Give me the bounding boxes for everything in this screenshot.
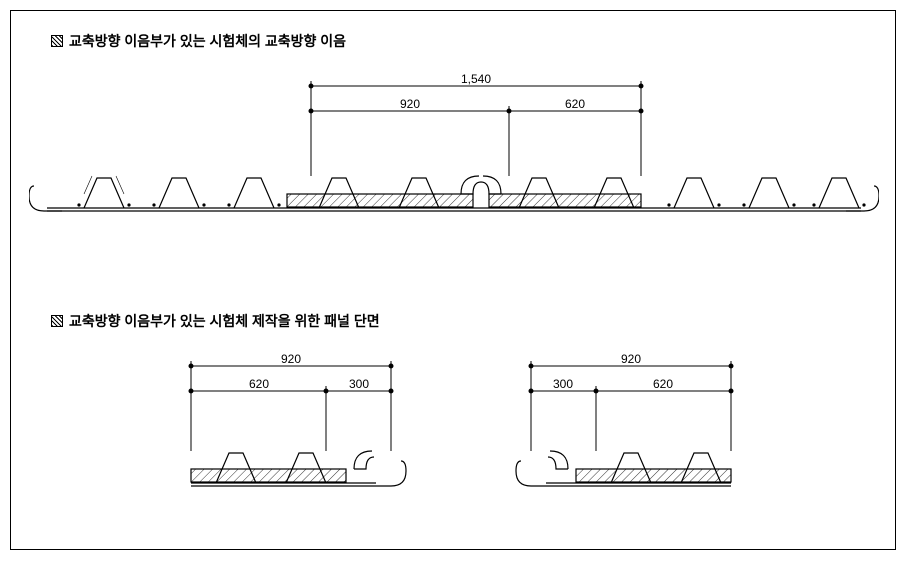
dim-920: 920 bbox=[400, 97, 420, 111]
d2l-620: 620 bbox=[249, 377, 269, 391]
dim-total: 1,540 bbox=[461, 72, 491, 86]
hatch-bullet-icon bbox=[51, 315, 63, 327]
hatch-bullet-icon bbox=[51, 35, 63, 47]
drawing-frame: 교축방향 이음부가 있는 시험체의 교축방향 이음 bbox=[10, 10, 896, 550]
d2r-920: 920 bbox=[621, 352, 641, 366]
title-2-text: 교축방향 이음부가 있는 시험체 제작을 위한 패널 단면 bbox=[69, 311, 380, 331]
dim-620: 620 bbox=[565, 97, 585, 111]
title-1-text: 교축방향 이음부가 있는 시험체의 교축방향 이음 bbox=[69, 31, 346, 51]
diagram-1: 1,540 920 620 bbox=[29, 71, 879, 251]
section-title-2: 교축방향 이음부가 있는 시험체 제작을 위한 패널 단면 bbox=[51, 311, 380, 331]
section-title-1: 교축방향 이음부가 있는 시험체의 교축방향 이음 bbox=[51, 31, 346, 51]
d2l-300: 300 bbox=[349, 377, 369, 391]
d2r-300: 300 bbox=[553, 377, 573, 391]
d2r-620: 620 bbox=[653, 377, 673, 391]
diagram-2-right: 920 300 620 bbox=[491, 351, 751, 511]
diagram-2-left: 920 620 300 bbox=[171, 351, 431, 511]
d2l-920: 920 bbox=[281, 352, 301, 366]
